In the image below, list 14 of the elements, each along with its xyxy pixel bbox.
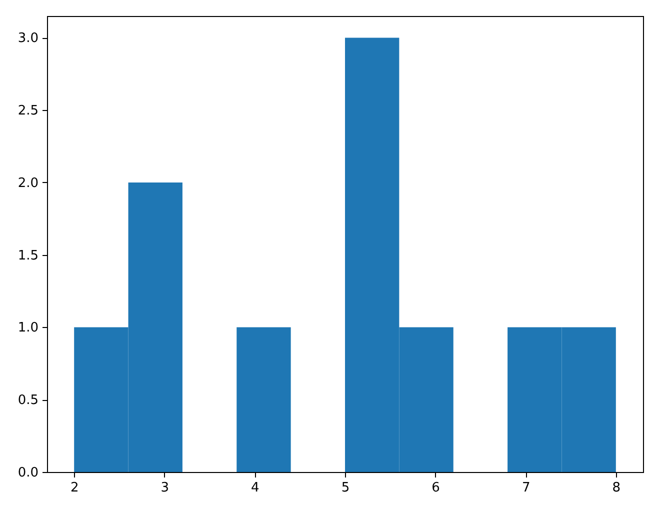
x-tick-label: 6 [432,480,440,496]
x-tick-label: 2 [70,480,79,496]
y-tick-label: 2.5 [18,104,38,119]
y-tick-label: 1.0 [18,320,38,336]
x-tick-label: 3 [160,480,170,496]
y-tick-label: 0.0 [18,466,38,480]
y-tick-label: 1.5 [18,248,38,264]
y-tick-label: 0.5 [18,393,38,408]
x-tick-label: 7 [522,480,530,496]
y-tick-label: 2.0 [18,176,38,191]
x-tick-label: 4 [251,480,260,496]
x-tick-label: 8 [612,480,621,496]
x-tick-label: 5 [341,480,350,496]
y-tick-label: 3.0 [18,31,38,46]
